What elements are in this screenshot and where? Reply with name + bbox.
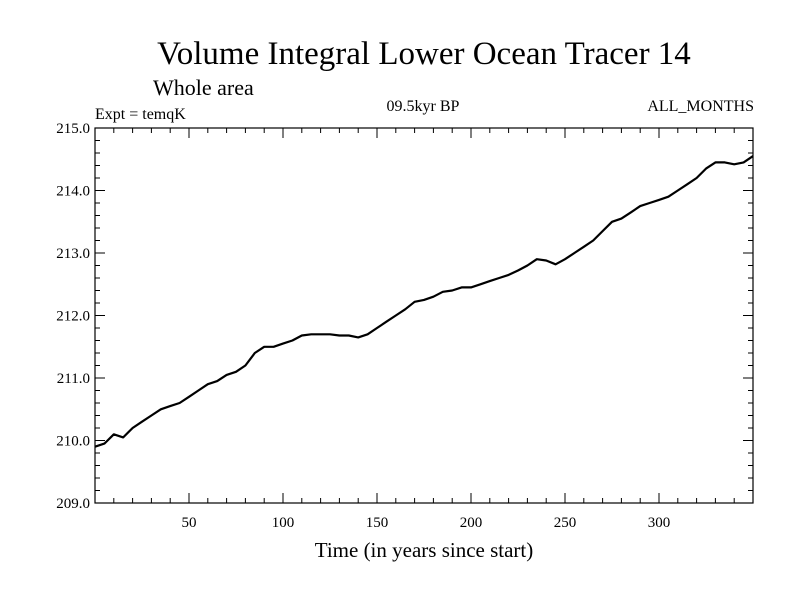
plot-frame <box>94 127 754 504</box>
period-label: 09.5kyr BP <box>387 98 460 115</box>
y-axis-tick-labels: 209.0 210.0 211.0 212.0 213.0 214.0 215.0 <box>56 121 90 512</box>
x-tick-label: 100 <box>272 515 295 531</box>
chart-title: Volume Integral Lower Ocean Tracer 14 <box>157 36 691 72</box>
months-label: ALL_MONTHS <box>647 98 754 115</box>
x-axis-tick-labels: 50 100 150 200 250 300 <box>182 515 671 531</box>
chart-subtitle: Whole area <box>153 75 254 100</box>
x-tick-label: 150 <box>366 515 389 531</box>
x-tick-label: 250 <box>554 515 577 531</box>
y-tick-label: 215.0 <box>56 121 90 137</box>
x-tick-label: 300 <box>648 515 671 531</box>
axis-ticks <box>95 127 753 504</box>
experiment-label: Expt = temqK <box>95 106 186 123</box>
x-tick-label: 200 <box>460 515 483 531</box>
y-tick-label: 211.0 <box>57 371 90 387</box>
y-tick-label: 210.0 <box>56 434 90 450</box>
x-axis-label: Time (in years since start) <box>315 538 534 562</box>
y-tick-label: 213.0 <box>56 246 90 262</box>
y-tick-label: 214.0 <box>56 184 90 200</box>
series-line-tracer-14 <box>94 155 754 448</box>
x-tick-label: 50 <box>182 515 197 531</box>
y-tick-label: 212.0 <box>56 309 90 325</box>
y-tick-label: 209.0 <box>56 496 90 512</box>
